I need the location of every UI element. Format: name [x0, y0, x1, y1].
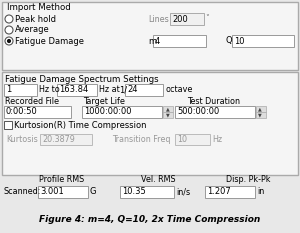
Circle shape	[5, 26, 13, 34]
Text: G: G	[90, 188, 97, 196]
Bar	[125, 84, 163, 96]
Bar	[205, 186, 255, 198]
Text: Vel. RMS: Vel. RMS	[141, 175, 175, 185]
Text: Transition Freq: Transition Freq	[112, 134, 170, 144]
Text: ▼: ▼	[166, 113, 169, 117]
Text: ˅: ˅	[205, 14, 209, 24]
Text: 0:00:50: 0:00:50	[6, 107, 38, 116]
Bar	[232, 35, 294, 47]
Text: ▲: ▲	[166, 106, 169, 112]
Text: Profile RMS: Profile RMS	[39, 175, 85, 185]
Bar	[153, 35, 206, 47]
Bar	[256, 106, 266, 112]
Bar	[82, 106, 162, 118]
Circle shape	[5, 37, 13, 45]
Text: 24: 24	[127, 86, 137, 95]
Bar	[40, 134, 92, 145]
Text: Fatigue Damage: Fatigue Damage	[15, 37, 84, 45]
Text: 4: 4	[155, 37, 160, 45]
Text: Import Method: Import Method	[7, 3, 71, 13]
Text: Hz: Hz	[212, 134, 222, 144]
Bar	[4, 84, 37, 96]
Text: 10: 10	[177, 135, 187, 144]
Text: Q: Q	[226, 37, 232, 45]
Text: in: in	[257, 188, 264, 196]
Bar	[2, 2, 298, 70]
Text: Test Duration: Test Duration	[187, 96, 240, 106]
Circle shape	[5, 15, 13, 23]
Text: 3.001: 3.001	[40, 188, 64, 196]
Text: Figure 4: m=4, Q=10, 2x Time Compression: Figure 4: m=4, Q=10, 2x Time Compression	[39, 216, 261, 225]
Text: 500:00:00: 500:00:00	[177, 107, 219, 116]
Bar	[163, 112, 173, 118]
Bar	[57, 84, 97, 96]
Bar	[175, 106, 255, 118]
Bar	[38, 186, 88, 198]
Text: 200: 200	[172, 14, 188, 24]
Text: 163.84: 163.84	[59, 86, 88, 95]
Text: Kurtosion(R) Time Compression: Kurtosion(R) Time Compression	[14, 120, 146, 130]
Bar	[170, 13, 204, 25]
Bar	[256, 112, 266, 118]
Text: 20.3879: 20.3879	[42, 135, 75, 144]
Text: Recorded File: Recorded File	[5, 96, 59, 106]
Text: ▲: ▲	[258, 106, 262, 112]
Bar	[120, 186, 174, 198]
Text: 1.207: 1.207	[207, 188, 231, 196]
Text: m: m	[148, 37, 156, 45]
Text: Lines: Lines	[148, 14, 169, 24]
Text: 10: 10	[234, 37, 244, 45]
Text: 1: 1	[6, 86, 11, 95]
Text: Target Life: Target Life	[83, 96, 125, 106]
Bar	[4, 121, 12, 129]
Text: Hz at: Hz at	[99, 86, 120, 95]
Text: Scanned:: Scanned:	[3, 188, 40, 196]
Text: 10.35: 10.35	[122, 188, 146, 196]
Text: 1/: 1/	[119, 86, 127, 95]
Text: 1000:00:00: 1000:00:00	[84, 107, 131, 116]
Text: in/s: in/s	[176, 188, 190, 196]
Text: Disp. Pk-Pk: Disp. Pk-Pk	[226, 175, 270, 185]
Bar	[175, 134, 210, 145]
Text: Kurtosis: Kurtosis	[6, 134, 38, 144]
Text: Average: Average	[15, 25, 50, 34]
Text: octave: octave	[165, 86, 192, 95]
Text: Peak hold: Peak hold	[15, 14, 56, 24]
Bar	[2, 72, 298, 175]
Text: ▼: ▼	[258, 113, 262, 117]
Text: Fatigue Damage Spectrum Settings: Fatigue Damage Spectrum Settings	[5, 75, 159, 83]
Text: Hz to: Hz to	[39, 86, 60, 95]
Circle shape	[7, 39, 11, 43]
Bar	[163, 106, 173, 112]
Bar	[4, 106, 71, 118]
